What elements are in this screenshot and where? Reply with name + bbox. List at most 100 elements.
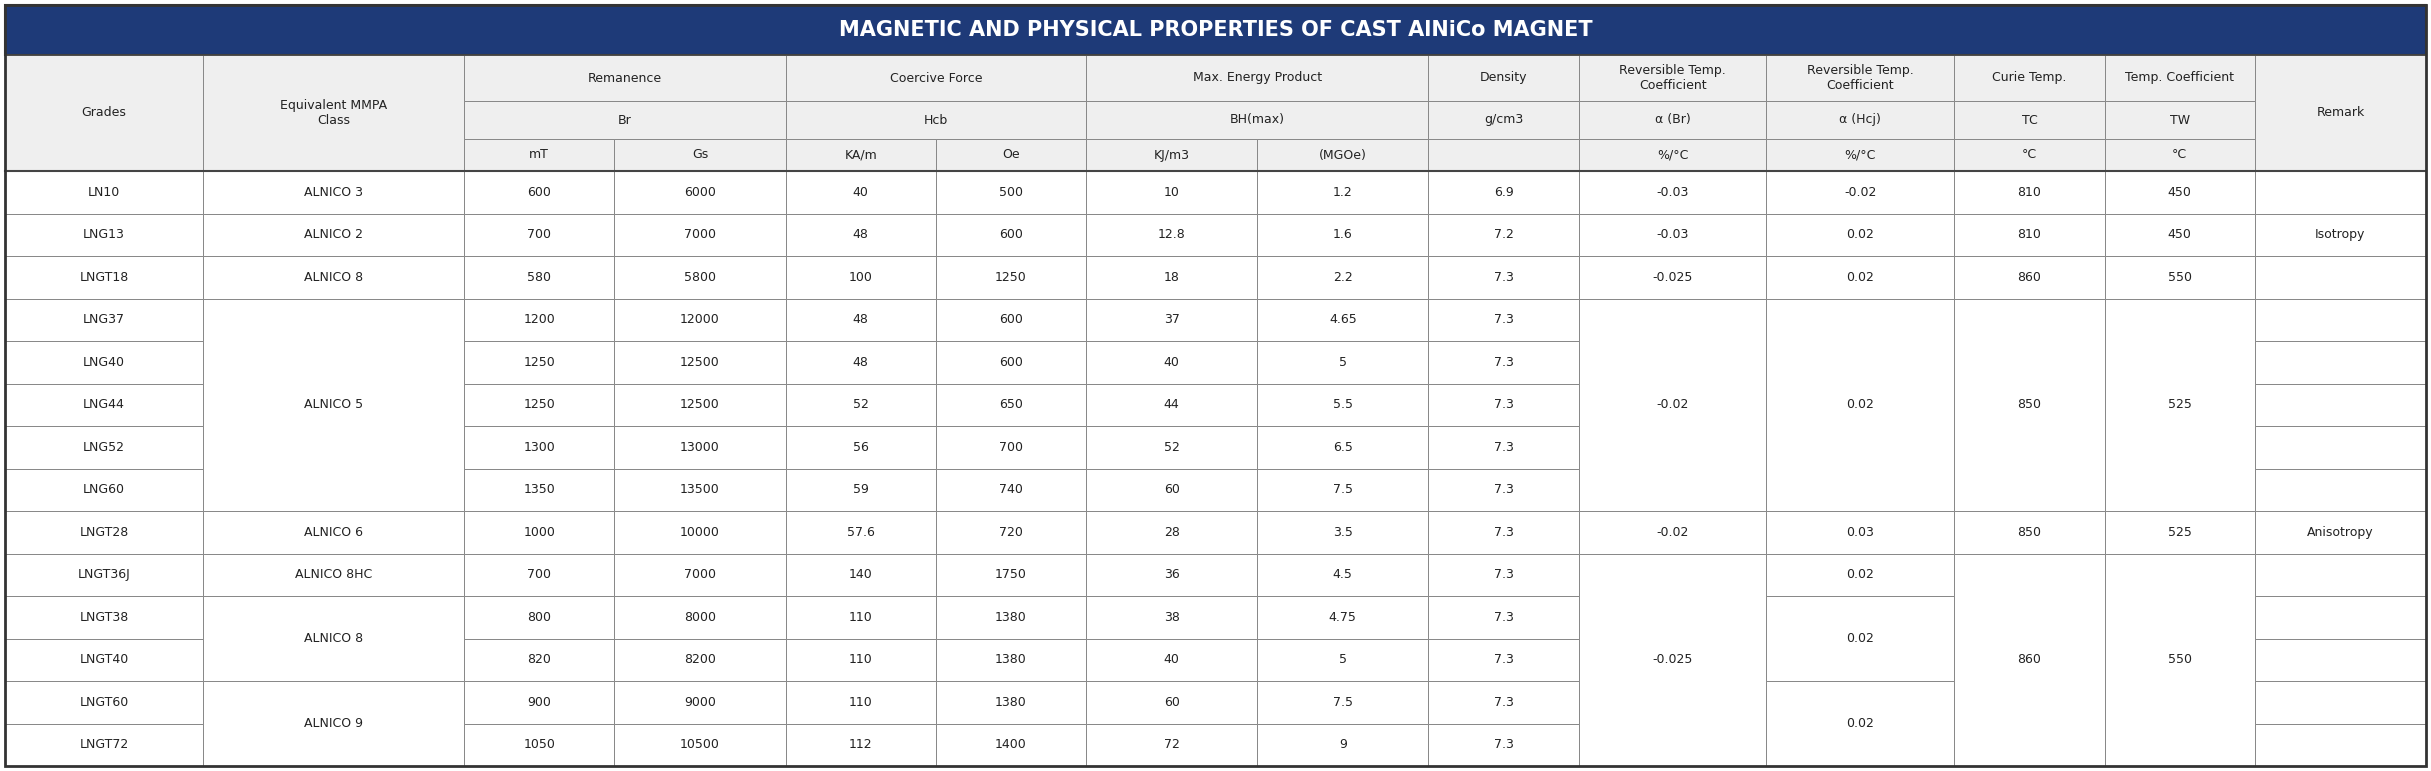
Text: 1350: 1350: [523, 483, 554, 497]
Text: 110: 110: [848, 695, 873, 709]
Text: %/°C: %/°C: [1845, 149, 1877, 161]
Bar: [1955, 554, 2105, 766]
Bar: [204, 256, 464, 298]
Text: KA/m: KA/m: [844, 149, 878, 161]
Bar: [1955, 511, 2105, 554]
Bar: [936, 214, 1087, 256]
Text: LNG40: LNG40: [83, 355, 124, 369]
Bar: [1767, 214, 1955, 256]
Bar: [1955, 101, 2105, 139]
Text: 7.3: 7.3: [1493, 313, 1515, 326]
Text: 7.3: 7.3: [1493, 611, 1515, 624]
Bar: [2256, 214, 2426, 256]
Text: 0.02: 0.02: [1848, 717, 1874, 730]
Text: 600: 600: [999, 228, 1023, 241]
Bar: [1767, 298, 1955, 511]
Bar: [5, 638, 204, 681]
Text: g/cm3: g/cm3: [1483, 113, 1524, 126]
Bar: [1767, 681, 1955, 766]
Text: Hcb: Hcb: [924, 113, 948, 126]
Bar: [464, 298, 615, 341]
Bar: [1429, 723, 1578, 766]
Text: 580: 580: [528, 271, 552, 284]
Text: 5800: 5800: [683, 271, 717, 284]
Bar: [1429, 511, 1578, 554]
Bar: [464, 256, 615, 298]
Text: -0.02: -0.02: [1656, 526, 1690, 539]
Bar: [936, 256, 1087, 298]
Bar: [1578, 55, 1767, 101]
Bar: [615, 511, 785, 554]
Text: 1.2: 1.2: [1332, 186, 1352, 199]
Bar: [2256, 469, 2426, 511]
Bar: [464, 723, 615, 766]
Bar: [1429, 214, 1578, 256]
Bar: [2105, 101, 2256, 139]
Bar: [1767, 139, 1955, 171]
Bar: [1087, 341, 1257, 383]
Text: 7.5: 7.5: [1332, 695, 1352, 709]
Bar: [615, 596, 785, 638]
Text: 110: 110: [848, 653, 873, 666]
Bar: [1955, 171, 2105, 214]
Text: 8000: 8000: [683, 611, 717, 624]
Bar: [1087, 383, 1257, 426]
Text: 0.02: 0.02: [1848, 271, 1874, 284]
Text: Coercive Force: Coercive Force: [890, 72, 982, 85]
Bar: [1767, 101, 1955, 139]
Bar: [1429, 596, 1578, 638]
Text: Gs: Gs: [693, 149, 707, 161]
Bar: [1257, 214, 1429, 256]
Bar: [1767, 256, 1955, 298]
Bar: [1955, 256, 2105, 298]
Bar: [936, 554, 1087, 596]
Text: LNG44: LNG44: [83, 399, 124, 411]
Bar: [5, 55, 204, 171]
Text: ALNICO 6: ALNICO 6: [304, 526, 362, 539]
Bar: [2256, 55, 2426, 171]
Text: -0.025: -0.025: [1653, 653, 1692, 666]
Text: 100: 100: [848, 271, 873, 284]
Bar: [1429, 681, 1578, 723]
Bar: [1257, 469, 1429, 511]
Bar: [2256, 554, 2426, 596]
Bar: [2105, 214, 2256, 256]
Text: 1250: 1250: [523, 355, 554, 369]
Bar: [1578, 214, 1767, 256]
Text: ALNICO 8: ALNICO 8: [304, 271, 362, 284]
Text: -0.03: -0.03: [1656, 228, 1690, 241]
Bar: [464, 139, 615, 171]
Bar: [615, 723, 785, 766]
Text: ALNICO 8HC: ALNICO 8HC: [294, 568, 372, 581]
Bar: [204, 55, 464, 171]
Text: Grades: Grades: [83, 106, 126, 120]
Text: 7.3: 7.3: [1493, 355, 1515, 369]
Bar: [1257, 171, 1429, 214]
Text: 4.5: 4.5: [1332, 568, 1352, 581]
Text: TC: TC: [2023, 113, 2037, 126]
Bar: [1429, 638, 1578, 681]
Text: Density: Density: [1480, 72, 1527, 85]
Text: mT: mT: [530, 149, 549, 161]
Text: 10: 10: [1164, 186, 1179, 199]
Text: Temp. Coefficient: Temp. Coefficient: [2125, 72, 2234, 85]
Bar: [1087, 171, 1257, 214]
Bar: [5, 298, 204, 341]
Text: (MGOe): (MGOe): [1320, 149, 1366, 161]
Bar: [785, 596, 936, 638]
Bar: [936, 638, 1087, 681]
Bar: [464, 426, 615, 469]
Text: BH(max): BH(max): [1230, 113, 1284, 126]
Text: 860: 860: [2018, 271, 2042, 284]
Bar: [785, 256, 936, 298]
Text: 12.8: 12.8: [1157, 228, 1186, 241]
Bar: [2105, 298, 2256, 511]
Bar: [785, 214, 936, 256]
Text: 8200: 8200: [683, 653, 717, 666]
Bar: [785, 638, 936, 681]
Text: 7.3: 7.3: [1493, 526, 1515, 539]
Text: LNGT40: LNGT40: [80, 653, 129, 666]
Bar: [1257, 298, 1429, 341]
Bar: [5, 554, 204, 596]
Bar: [1087, 554, 1257, 596]
